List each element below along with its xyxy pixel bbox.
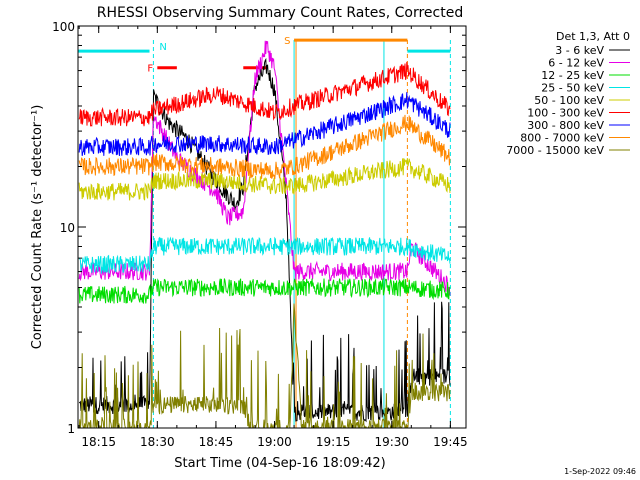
legend-label: 7000 - 15000 keV	[506, 144, 604, 157]
plot-area: NF S	[78, 36, 451, 428]
y-tick-label: 10	[60, 221, 75, 235]
series-line	[78, 303, 451, 428]
legend-label: 300 - 800 keV	[527, 119, 604, 132]
series-line	[78, 114, 451, 180]
legend-label: 800 - 7000 keV	[520, 132, 604, 145]
y-tick-label: 100	[52, 20, 75, 34]
flag-label: F	[147, 64, 153, 75]
y-tick-label: 1	[67, 422, 75, 436]
legend-label: 100 - 300 keV	[527, 107, 604, 120]
legend-label: 12 - 25 keV	[541, 69, 604, 82]
legend-label: 50 - 100 keV	[534, 94, 604, 107]
x-axis-label: Start Time (04-Sep-16 18:09:42)	[174, 456, 385, 471]
x-tick-label: 18:15	[81, 435, 116, 449]
x-tick-label: 18:45	[199, 435, 234, 449]
chart-title: RHESSI Observing Summary Count Rates, Co…	[97, 5, 463, 21]
legend-label: 6 - 12 keV	[548, 57, 604, 70]
legend-header: Det 1,3, Att 0	[556, 30, 630, 43]
x-tick-label: 19:45	[433, 435, 468, 449]
series-line	[78, 57, 451, 423]
series-line	[78, 92, 451, 157]
legend-label: 3 - 6 keV	[555, 44, 604, 57]
x-tick-label: 19:30	[374, 435, 409, 449]
series-line	[78, 278, 451, 304]
x-tick-label: 18:30	[140, 435, 175, 449]
series-line	[78, 158, 451, 201]
axes: 18:15 18:30 18:45 19:00 19:15 19:30 19:45 1 10 10…	[52, 20, 468, 449]
marker-label: N	[159, 42, 166, 53]
series-line	[78, 236, 451, 274]
y-axis-label: Corrected Count Rate (s⁻¹ detector⁻¹)	[30, 105, 45, 350]
footer-timestamp: 1-Sep-2022 09:46	[564, 467, 636, 476]
x-tick-label: 19:15	[316, 435, 351, 449]
legend-label: 25 - 50 keV	[541, 82, 604, 95]
series-line	[78, 61, 451, 127]
x-tick-label: 19:00	[257, 435, 292, 449]
flag-label: S	[284, 36, 290, 47]
